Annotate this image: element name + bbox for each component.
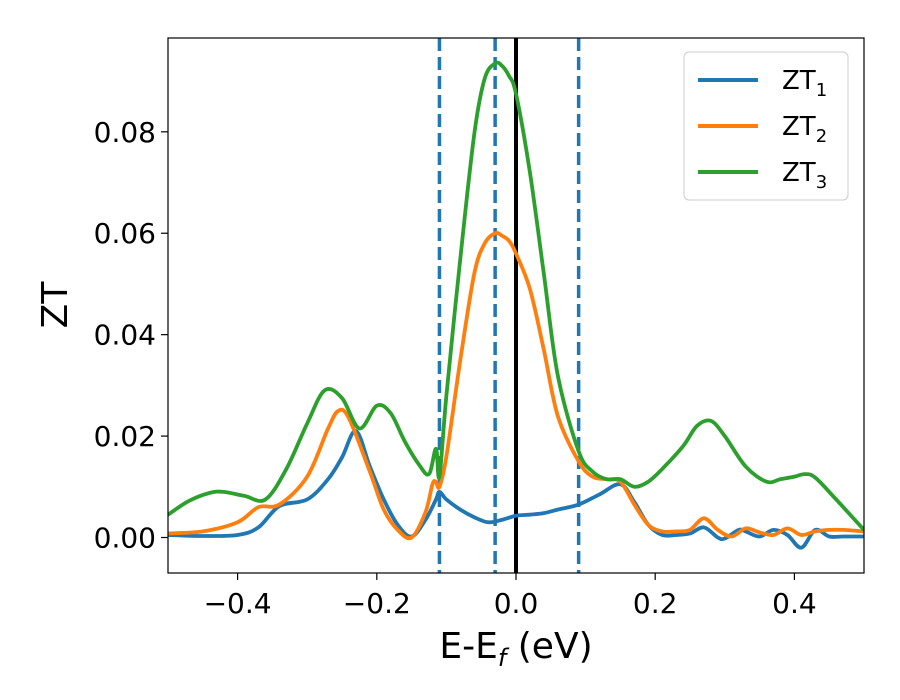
x-axis-title: E-Ef (eV)	[439, 626, 592, 672]
y-tick-label: 0.02	[94, 420, 156, 453]
x-axis-title-main: E-E	[439, 626, 497, 667]
x-tick-label: 0.4	[772, 587, 817, 620]
series-layer	[168, 60, 864, 550]
x-tick-label: 0.2	[633, 587, 678, 620]
vertical-lines-layer	[437, 38, 581, 573]
legend-label-zt3: ZT3	[782, 158, 827, 193]
x-tick-label: 0.0	[494, 587, 539, 620]
x-tick-label: −0.2	[343, 587, 411, 620]
y-tick-label: 0.04	[94, 319, 156, 352]
legend-label-zt1: ZT1	[782, 66, 827, 101]
x-tick-label: −0.4	[204, 587, 272, 620]
series-line-zt1	[168, 429, 864, 550]
y-tick-label: 0.06	[94, 217, 156, 250]
x-axis-ticks: −0.4 −0.2 0.0 0.2 0.4	[204, 573, 817, 620]
legend: ZT1 ZT2 ZT3	[683, 51, 849, 201]
y-axis-ticks: 0.00 0.02 0.04 0.06 0.08	[94, 116, 168, 555]
y-axis-title: ZT	[35, 281, 76, 329]
y-tick-label: 0.08	[94, 116, 156, 149]
x-axis-title-unit: (eV)	[506, 626, 592, 667]
series-line-zt3	[168, 60, 864, 532]
legend-box	[683, 51, 849, 201]
legend-label-zt2: ZT2	[782, 112, 827, 147]
y-tick-label: 0.00	[94, 522, 156, 555]
series-line-zt2	[168, 231, 864, 541]
